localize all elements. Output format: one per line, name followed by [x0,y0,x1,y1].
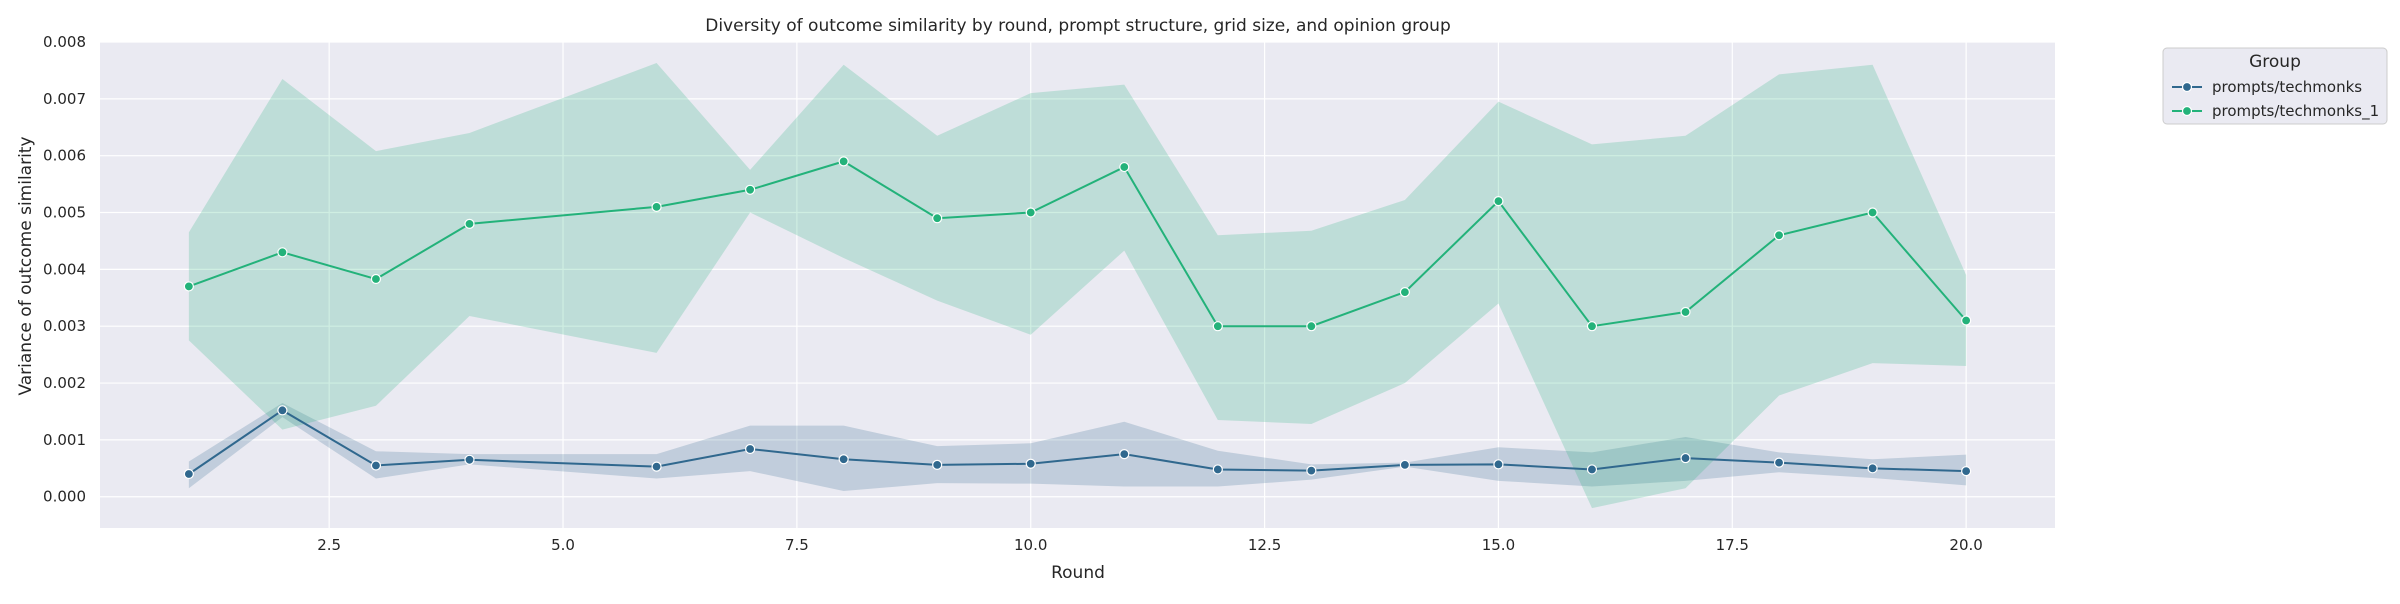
y-axis-label: Variance of outcome similarity [16,136,36,395]
data-point-2 [1586,321,1598,332]
x-tick-label: 17.5 [1716,536,1749,554]
legend-marker-1 [2181,81,2193,93]
data-point-2 [277,247,288,258]
data-point-2 [745,184,756,195]
data-point-1 [464,454,475,465]
data-point-1 [1399,459,1410,471]
data-point-2 [1025,207,1036,218]
data-point-2 [1493,196,1504,207]
legend-marker-2 [2181,105,2193,117]
y-tick-label: 0.001 [43,431,86,449]
data-point-2 [1961,315,1972,326]
y-tick-label: 0.004 [43,260,86,278]
data-point-1 [1306,465,1317,476]
data-point-2 [183,281,194,292]
y-tick-label: 0.002 [43,374,86,392]
data-point-1 [932,459,943,471]
data-point-1 [1867,463,1878,474]
data-point-1 [277,405,288,416]
data-point-1 [1119,449,1130,460]
data-point-1 [838,454,849,465]
data-point-2 [464,218,475,229]
legend-box [2162,47,2388,125]
x-tick-label: 20.0 [1949,536,1982,554]
x-tick-label: 7.5 [785,536,809,554]
data-point-2 [932,213,943,224]
data-point-1 [1025,458,1036,469]
y-tick-label: 0.005 [43,204,86,222]
data-point-1 [1961,466,1972,477]
legend-label-2: prompts/techmonks_1 [2212,102,2379,121]
y-axis: 0.000 0.001 0.002 0.003 0.004 0.005 0.006 0.007… [43,33,86,506]
legend-label-1: prompts/techmonks [2212,78,2362,96]
data-point-1 [1586,464,1598,475]
data-point-2 [1773,230,1785,241]
confidence-band-2 [188,63,1967,509]
confidence-bands [188,63,1967,509]
y-tick-label: 0.003 [43,317,86,335]
data-point-1 [183,468,194,480]
x-axis-label: Round [1051,563,1105,583]
x-axis: 2.5 5.0 7.5 10.0 12.5 15.0 17.5 20.0 [317,536,1983,554]
data-point-1 [1773,457,1785,468]
gridlines [100,41,2055,528]
data-point-1 [651,461,662,472]
data-point-2 [1306,321,1317,332]
data-point-1 [1212,464,1223,475]
data-point-1 [1680,452,1691,464]
legend: Group prompts/techmonks prompts/techmonks… [2162,47,2388,125]
x-tick-label: 12.5 [1248,536,1281,554]
data-point-1 [1493,459,1504,470]
data-point-2 [1680,306,1691,318]
confidence-band-1 [188,402,1967,492]
x-tick-label: 5.0 [551,536,575,554]
y-tick-label: 0.006 [43,147,86,165]
x-tick-label: 2.5 [317,536,341,554]
data-point-1 [370,460,382,471]
data-point-2 [1212,321,1223,332]
y-tick-label: 0.000 [43,488,86,506]
x-tick-label: 10.0 [1014,536,1047,554]
legend-title: Group [2249,52,2301,72]
data-point-2 [1119,161,1130,173]
series-markers [183,156,1972,480]
data-point-2 [838,156,849,167]
x-tick-label: 15.0 [1482,536,1515,554]
data-point-2 [1399,287,1410,298]
data-point-2 [370,273,382,285]
data-point-2 [651,201,662,212]
chart-title: Diversity of outcome similarity by round… [705,16,1451,36]
y-tick-label: 0.007 [43,90,86,108]
plot-background [100,42,2055,528]
y-tick-label: 0.008 [43,33,86,51]
data-point-1 [745,443,756,455]
data-point-2 [1867,207,1878,218]
